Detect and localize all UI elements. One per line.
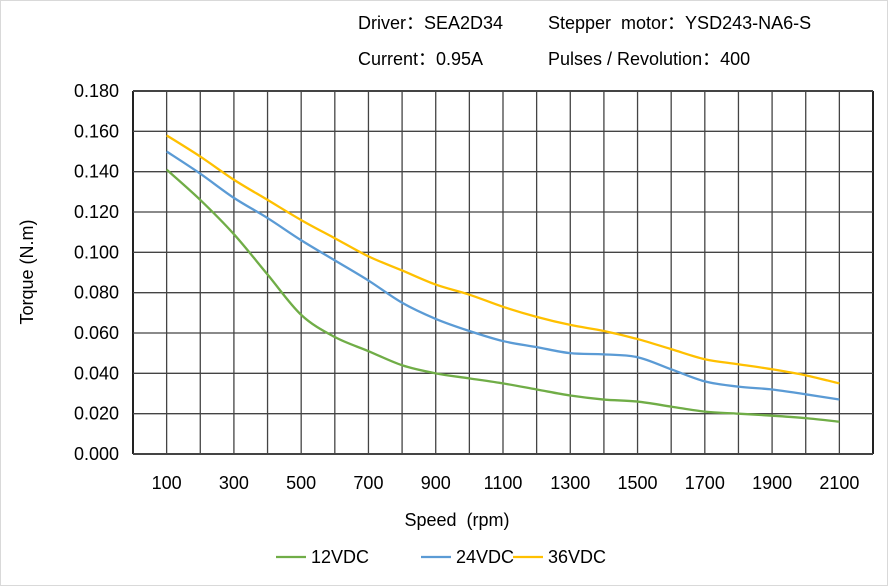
pulses-label: Pulses / Revolution：400 [548,49,751,69]
x-tick-label: 1700 [685,473,725,493]
x-axis-label: Speed (rpm) [404,510,509,530]
x-tick-label: 700 [353,473,383,493]
y-tick-label: 0.140 [74,162,119,182]
y-tick-label: 0.080 [74,283,119,303]
x-tick-label: 500 [286,473,316,493]
y-tick-label: 0.000 [74,444,119,464]
x-tick-label: 1900 [752,473,792,493]
y-tick-label: 0.040 [74,363,119,383]
x-tick-label: 1500 [618,473,658,493]
x-tick-label: 300 [219,473,249,493]
motor-label: Stepper motor：YSD243-NA6-S [548,13,812,33]
y-tick-label: 0.100 [74,242,119,262]
legend-label: 12VDC [311,547,369,567]
legend-item-24vdc: 24VDC [421,547,514,567]
legend-label: 24VDC [456,547,514,567]
current-label: Current：0.95A [358,49,484,69]
x-tick-label: 1100 [484,473,523,493]
x-tick-labels: 100 300 500 700 900 1100 1300 1500 1700 1900 2100 [152,473,860,493]
legend-item-36vdc: 36VDC [513,547,606,567]
x-tick-label: 100 [152,473,182,493]
y-tick-label: 0.060 [74,323,119,343]
x-tick-label: 1300 [550,473,590,493]
series-lines [165,134,840,423]
x-tick-label: 2100 [819,473,859,493]
y-tick-labels: 0.000 0.020 0.040 0.060 0.080 0.100 0.120 0.140… [74,81,119,464]
series-line-24vdc [166,150,840,401]
y-axis-label: Torque (N.m) [17,219,37,324]
gridlines [132,90,874,455]
x-tick-label: 900 [421,473,451,493]
y-tick-label: 0.180 [74,81,119,101]
legend: 12VDC 24VDC 36VDC [276,547,606,567]
y-tick-label: 0.020 [74,404,119,424]
legend-label: 36VDC [548,547,606,567]
legend-item-12vdc: 12VDC [276,547,369,567]
series-line-36vdc [166,134,840,385]
y-tick-label: 0.120 [74,202,119,222]
driver-label: Driver：SEA2D34 [358,13,504,33]
series-line-12vdc [165,168,840,423]
y-tick-label: 0.160 [74,121,119,141]
